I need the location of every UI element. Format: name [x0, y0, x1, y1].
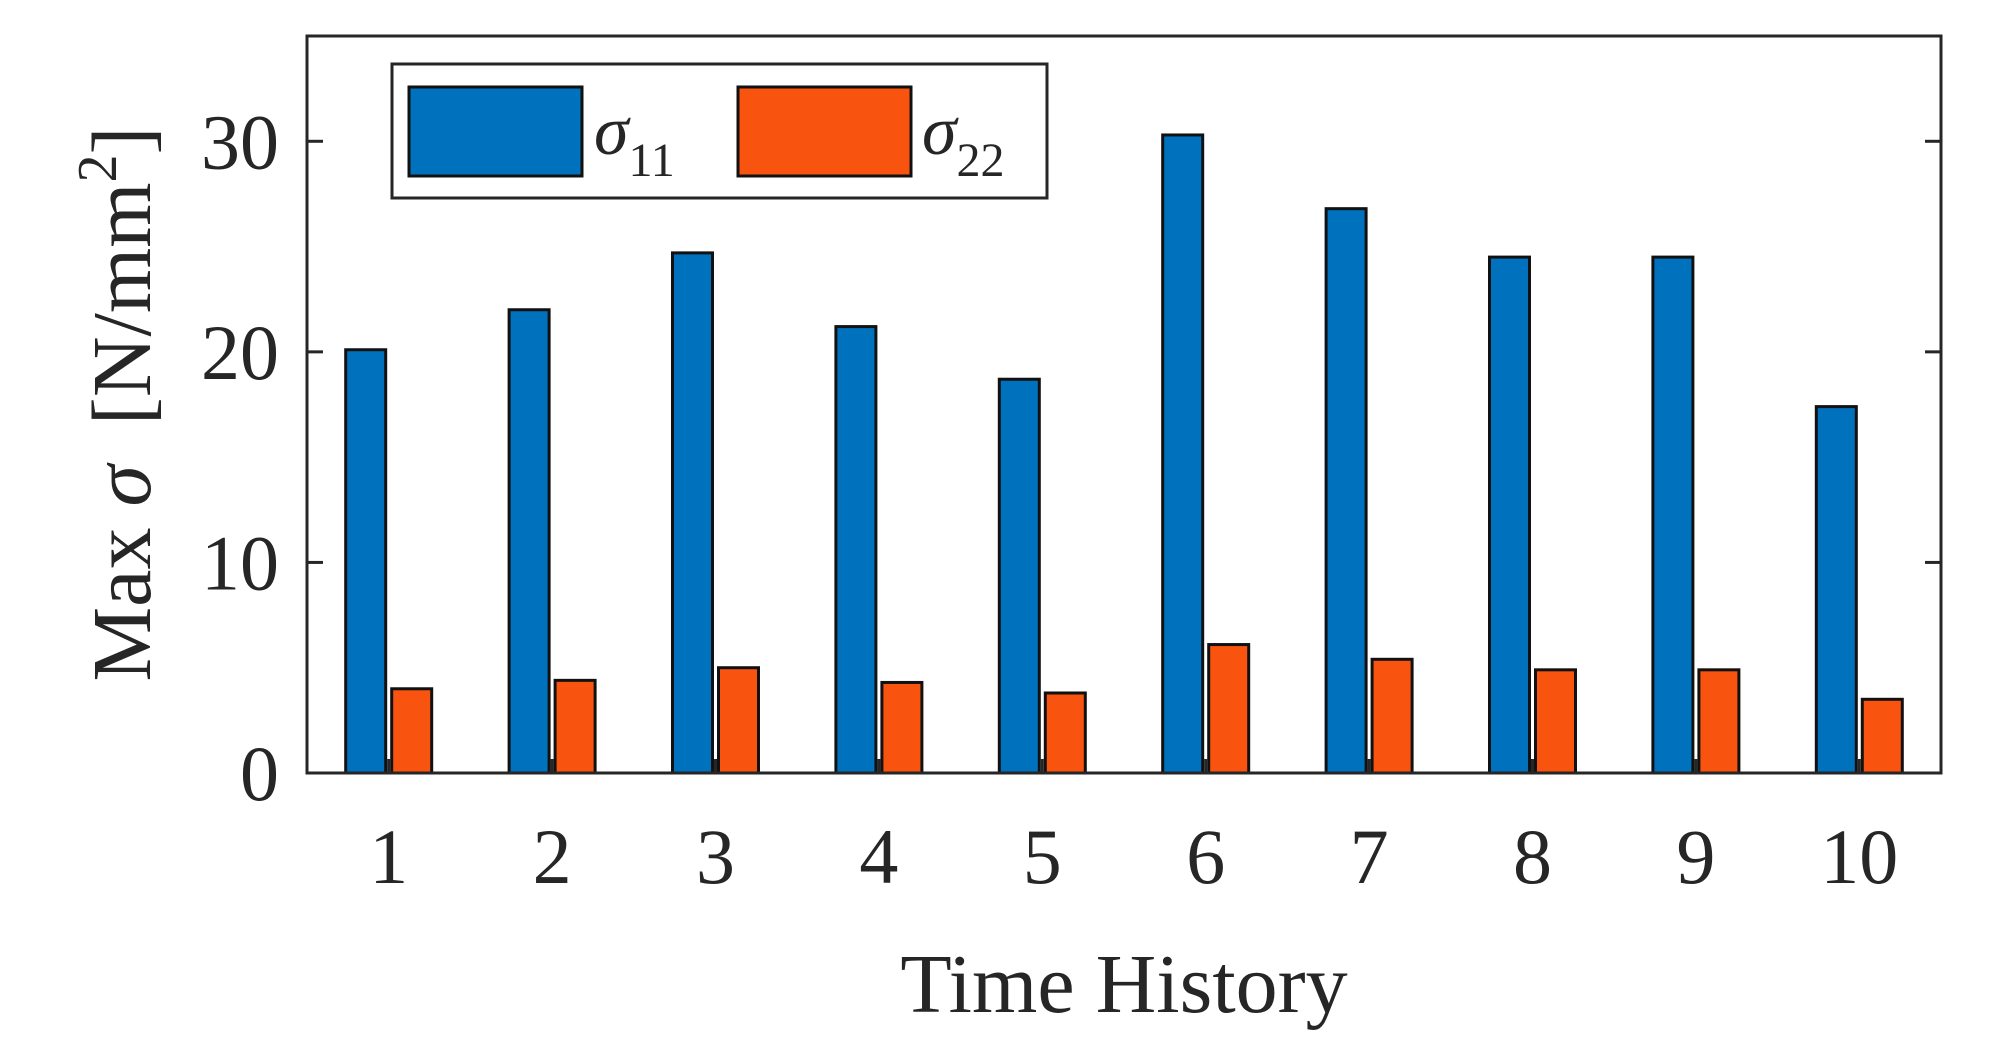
legend-label-sigma-11-symbol: σ [594, 93, 631, 170]
legend-label-sigma-11-sub: 11 [629, 134, 675, 187]
legend-swatch-sigma-11 [407, 85, 584, 178]
bar-sigma-22-9 [1697, 668, 1741, 775]
x-tick-label-7: 7 [1350, 813, 1389, 900]
y-tick-label-30: 30 [201, 98, 279, 185]
bar-sigma-22-3 [717, 666, 760, 775]
bar-sigma-22-6 [1207, 643, 1251, 775]
legend-label-sigma-22-sub: 22 [957, 134, 1005, 187]
y-axis-label-unit-sup: 2 [67, 154, 129, 182]
axes-frame [305, 34, 1943, 775]
legend-label-sigma-22: σ22 [922, 93, 1005, 187]
legend-label-sigma-11: σ11 [594, 93, 675, 187]
y-tick-label-20: 20 [201, 309, 279, 396]
x-axis-label: Time History [900, 938, 1347, 1031]
bar-sigma-11-4 [834, 325, 878, 775]
bar-sigma-11-7 [1324, 207, 1368, 775]
bar-sigma-22-1 [390, 687, 434, 775]
bar-sigma-22-2 [553, 678, 597, 775]
x-tick-label-5: 5 [1023, 813, 1062, 900]
x-tick-label-2: 2 [533, 813, 572, 900]
bar-sigma-11-6 [1161, 133, 1205, 775]
legend: σ11 σ22 [390, 62, 1049, 200]
y-axis-label: Max σ [N/mm2] [67, 126, 169, 681]
bar-sigma-11-5 [997, 377, 1041, 775]
bar-sigma-11-2 [507, 308, 551, 775]
bar-sigma-22-7 [1370, 657, 1414, 775]
bar-sigma-22-4 [880, 680, 924, 775]
x-tick-label-6: 6 [1186, 813, 1225, 900]
ticks-layer: 1 2 3 4 5 6 7 8 9 10 0 10 20 30 [201, 98, 1941, 900]
x-tick-label-8: 8 [1513, 813, 1552, 900]
x-tick-label-10: 10 [1820, 813, 1898, 900]
x-tick-label-4: 4 [859, 813, 898, 900]
bar-sigma-22-10 [1860, 697, 1904, 775]
x-tick-label-3: 3 [696, 813, 735, 900]
bar-sigma-11-8 [1488, 255, 1531, 775]
y-axis-label-unit-open: [N/mm [76, 182, 169, 425]
y-tick-label-0: 0 [240, 730, 279, 817]
y-tick-label-10: 10 [201, 519, 279, 606]
bar-sigma-11-1 [344, 348, 388, 775]
legend-label-sigma-22-symbol: σ [922, 93, 959, 170]
y-axis-label-unit-close: ] [76, 126, 169, 154]
bar-sigma-22-5 [1043, 691, 1087, 775]
y-axis-label-prefix: Max [76, 507, 169, 682]
x-tick-label-9: 9 [1676, 813, 1715, 900]
bars-layer [344, 133, 1904, 775]
bar-sigma-11-9 [1651, 255, 1695, 775]
bar-sigma-22-8 [1534, 668, 1577, 775]
bar-sigma-11-10 [1814, 405, 1858, 775]
x-tick-label-1: 1 [369, 813, 408, 900]
y-axis-label-symbol: σ [76, 462, 169, 507]
legend-swatch-sigma-22 [736, 85, 913, 178]
bar-sigma-11-3 [671, 251, 714, 775]
